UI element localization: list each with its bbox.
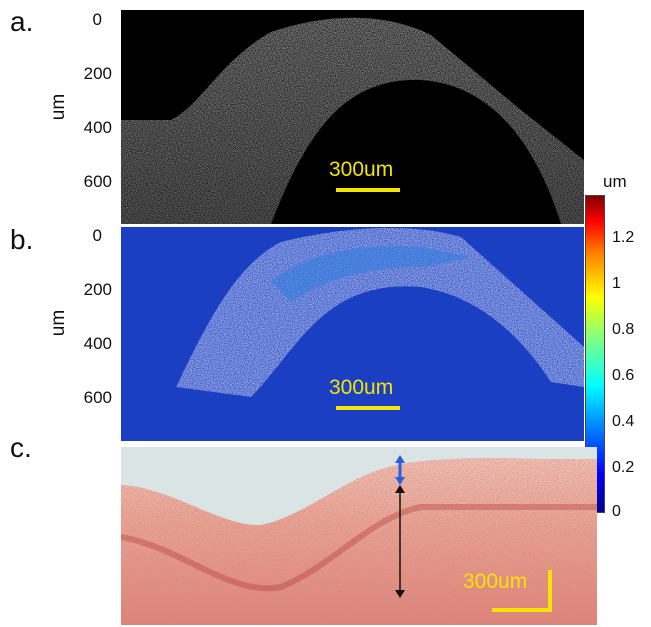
panel-c-label: c.: [10, 432, 32, 463]
panel-b-scalebar-label: 300um: [329, 376, 394, 399]
colorbar-tick-1: 1: [612, 275, 621, 292]
colorbar-tick-0.6: 0.6: [612, 367, 635, 384]
oct-thickness-map: [121, 227, 584, 441]
panel-b-tick-0: 0: [92, 226, 102, 245]
panel-b-tick-200: 200: [83, 280, 112, 299]
histology-image: [121, 447, 597, 625]
panel-c-scalebar-label: 300um: [463, 570, 528, 593]
panel-c-scalebar-base: [492, 608, 552, 612]
panel-a-scalebar-label: 300um: [329, 158, 394, 181]
panel-a-scalebar: [336, 188, 400, 192]
panel-b-label: b.: [10, 224, 34, 255]
colorbar-tick-0.4: 0.4: [612, 413, 635, 430]
colorbar-tick-0: 0: [612, 503, 621, 520]
colorbar-tick-0.2: 0.2: [612, 459, 635, 476]
panel-b-tick-600: 600: [83, 388, 112, 407]
panel-b-scalebar: [336, 406, 400, 410]
panel-c-scalebar: [548, 570, 552, 612]
colorbar-tick-0.8: 0.8: [612, 321, 635, 338]
thickness-arrows: [395, 455, 405, 598]
colorbar-unit: um: [603, 172, 627, 191]
panel-b-y-unit: um: [48, 309, 70, 337]
panel-a-tick-400: 400: [83, 118, 112, 137]
panel-a-y-unit: um: [48, 93, 70, 121]
panel-a-label: a.: [10, 6, 34, 37]
panel-a-tick-600: 600: [83, 172, 112, 191]
colorbar-tick-1.2: 1.2: [612, 229, 635, 246]
panel-b-tick-400: 400: [83, 334, 112, 353]
panel-a-tick-200: 200: [83, 64, 112, 83]
panel-a-tick-0: 0: [92, 10, 102, 29]
